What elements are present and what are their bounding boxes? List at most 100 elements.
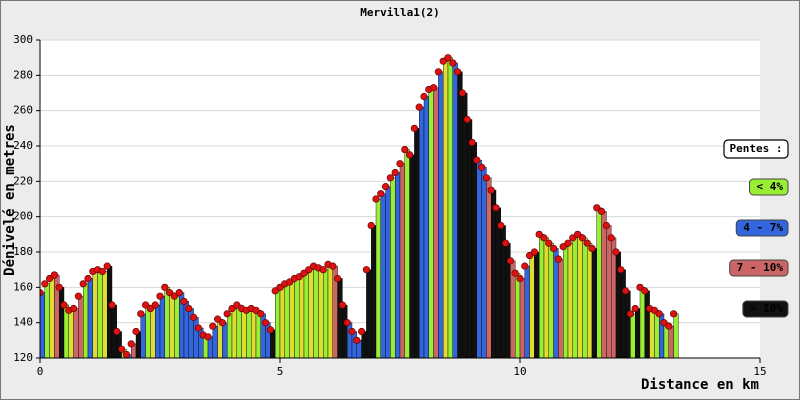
profile-point [257,310,265,318]
profile-point [430,84,438,92]
profile-point [214,315,222,323]
profile-slice [447,57,454,358]
profile-point [559,243,567,251]
profile-slice [668,326,674,358]
profile-slice [639,287,645,358]
y-axis-label: Dénivelé en metres [2,124,18,276]
profile-point [209,322,217,330]
profile-slice [150,308,156,358]
profile-slice [591,248,597,358]
profile-point [79,280,87,288]
profile-slice [222,322,228,358]
profile-slice [558,258,564,358]
profile-slice [294,278,300,358]
profile-slice [270,329,276,358]
profile-point [588,244,596,253]
profile-point [142,301,150,309]
profile-slice [371,225,377,358]
axes: 120 140 160 180 200 220 240 260 280 300 0 5 10 15 [13,33,767,378]
x-tick-label: 10 [513,365,526,378]
legend-title: Pentes : [730,142,783,155]
profile-point [434,68,443,76]
profile-slice [154,304,161,358]
profile-point [506,257,515,265]
profile-point [487,186,495,194]
profile-slice [140,313,146,358]
profile-point [478,163,486,171]
profile-point [396,160,404,168]
profile-point [535,230,543,238]
profile-point [295,273,303,281]
profile-slice [495,207,502,358]
profile-point [569,234,577,242]
profile-point [554,255,563,263]
profile-slice [601,211,607,358]
profile-slice [462,92,468,358]
y-tick-label: 120 [13,351,33,364]
profile-point [74,292,82,300]
profile-point [334,274,342,283]
profile-point [497,221,505,230]
profile-slice [250,308,257,358]
profile-slice [673,313,679,358]
profile [40,54,679,358]
profile-point [55,283,63,291]
profile-slice [82,283,89,358]
profile-point [338,301,347,309]
profile-slice [59,287,65,358]
y-tick-label: 220 [13,174,33,187]
profile-point [170,292,178,300]
profile-slice [318,267,324,358]
profile-point [473,156,481,164]
profile-point [362,266,371,274]
profile-slice [116,331,122,358]
legend-label: 7 - 10% [737,261,784,274]
profile-point [650,306,659,314]
profile-point [382,183,390,191]
profile-slice [567,242,573,358]
profile-point [113,327,121,336]
profile-slice [313,265,319,358]
profile-slice [241,308,247,358]
profile-point [353,336,361,344]
profile-point [190,313,198,321]
profile-slice [452,62,458,358]
profile-slice [78,295,84,358]
profile-point [156,292,164,300]
profile-point [137,310,145,318]
profile-slice [366,269,372,358]
profile-slice [539,234,545,358]
profile-point [669,310,678,318]
profile-slice [644,290,650,358]
legend: Pentes : < 4% 4 - 7% 7 - 10% > 10% [723,139,789,318]
profile-slice [620,269,626,358]
y-tick-label: 260 [13,104,33,117]
profile-slice [414,128,420,358]
profile-point [511,269,519,277]
y-tick-label: 180 [13,245,33,258]
profile-point [98,267,106,276]
profile-point [218,319,226,327]
x-tick-label: 5 [277,365,284,378]
profile-slice [404,149,410,358]
profile-point [60,301,68,309]
profile-slice [323,269,329,358]
profile-point [502,239,510,247]
profile-slice [375,198,382,358]
profile-slice [275,290,281,358]
profile-slice [457,71,463,358]
profile-point [444,54,452,62]
profile-slice [395,172,401,358]
profile-slice [471,142,478,358]
profile-point [266,326,275,334]
profile-slice [236,304,242,358]
x-axis-label: Distance en km [641,377,759,393]
profile-slice [361,331,367,358]
profile-slice [543,237,549,358]
profile-point [386,174,395,182]
profile-point [449,59,457,67]
profile-slice [630,313,636,358]
profile-point [521,262,529,270]
profile-point [329,262,337,270]
profile-slice [351,331,358,358]
